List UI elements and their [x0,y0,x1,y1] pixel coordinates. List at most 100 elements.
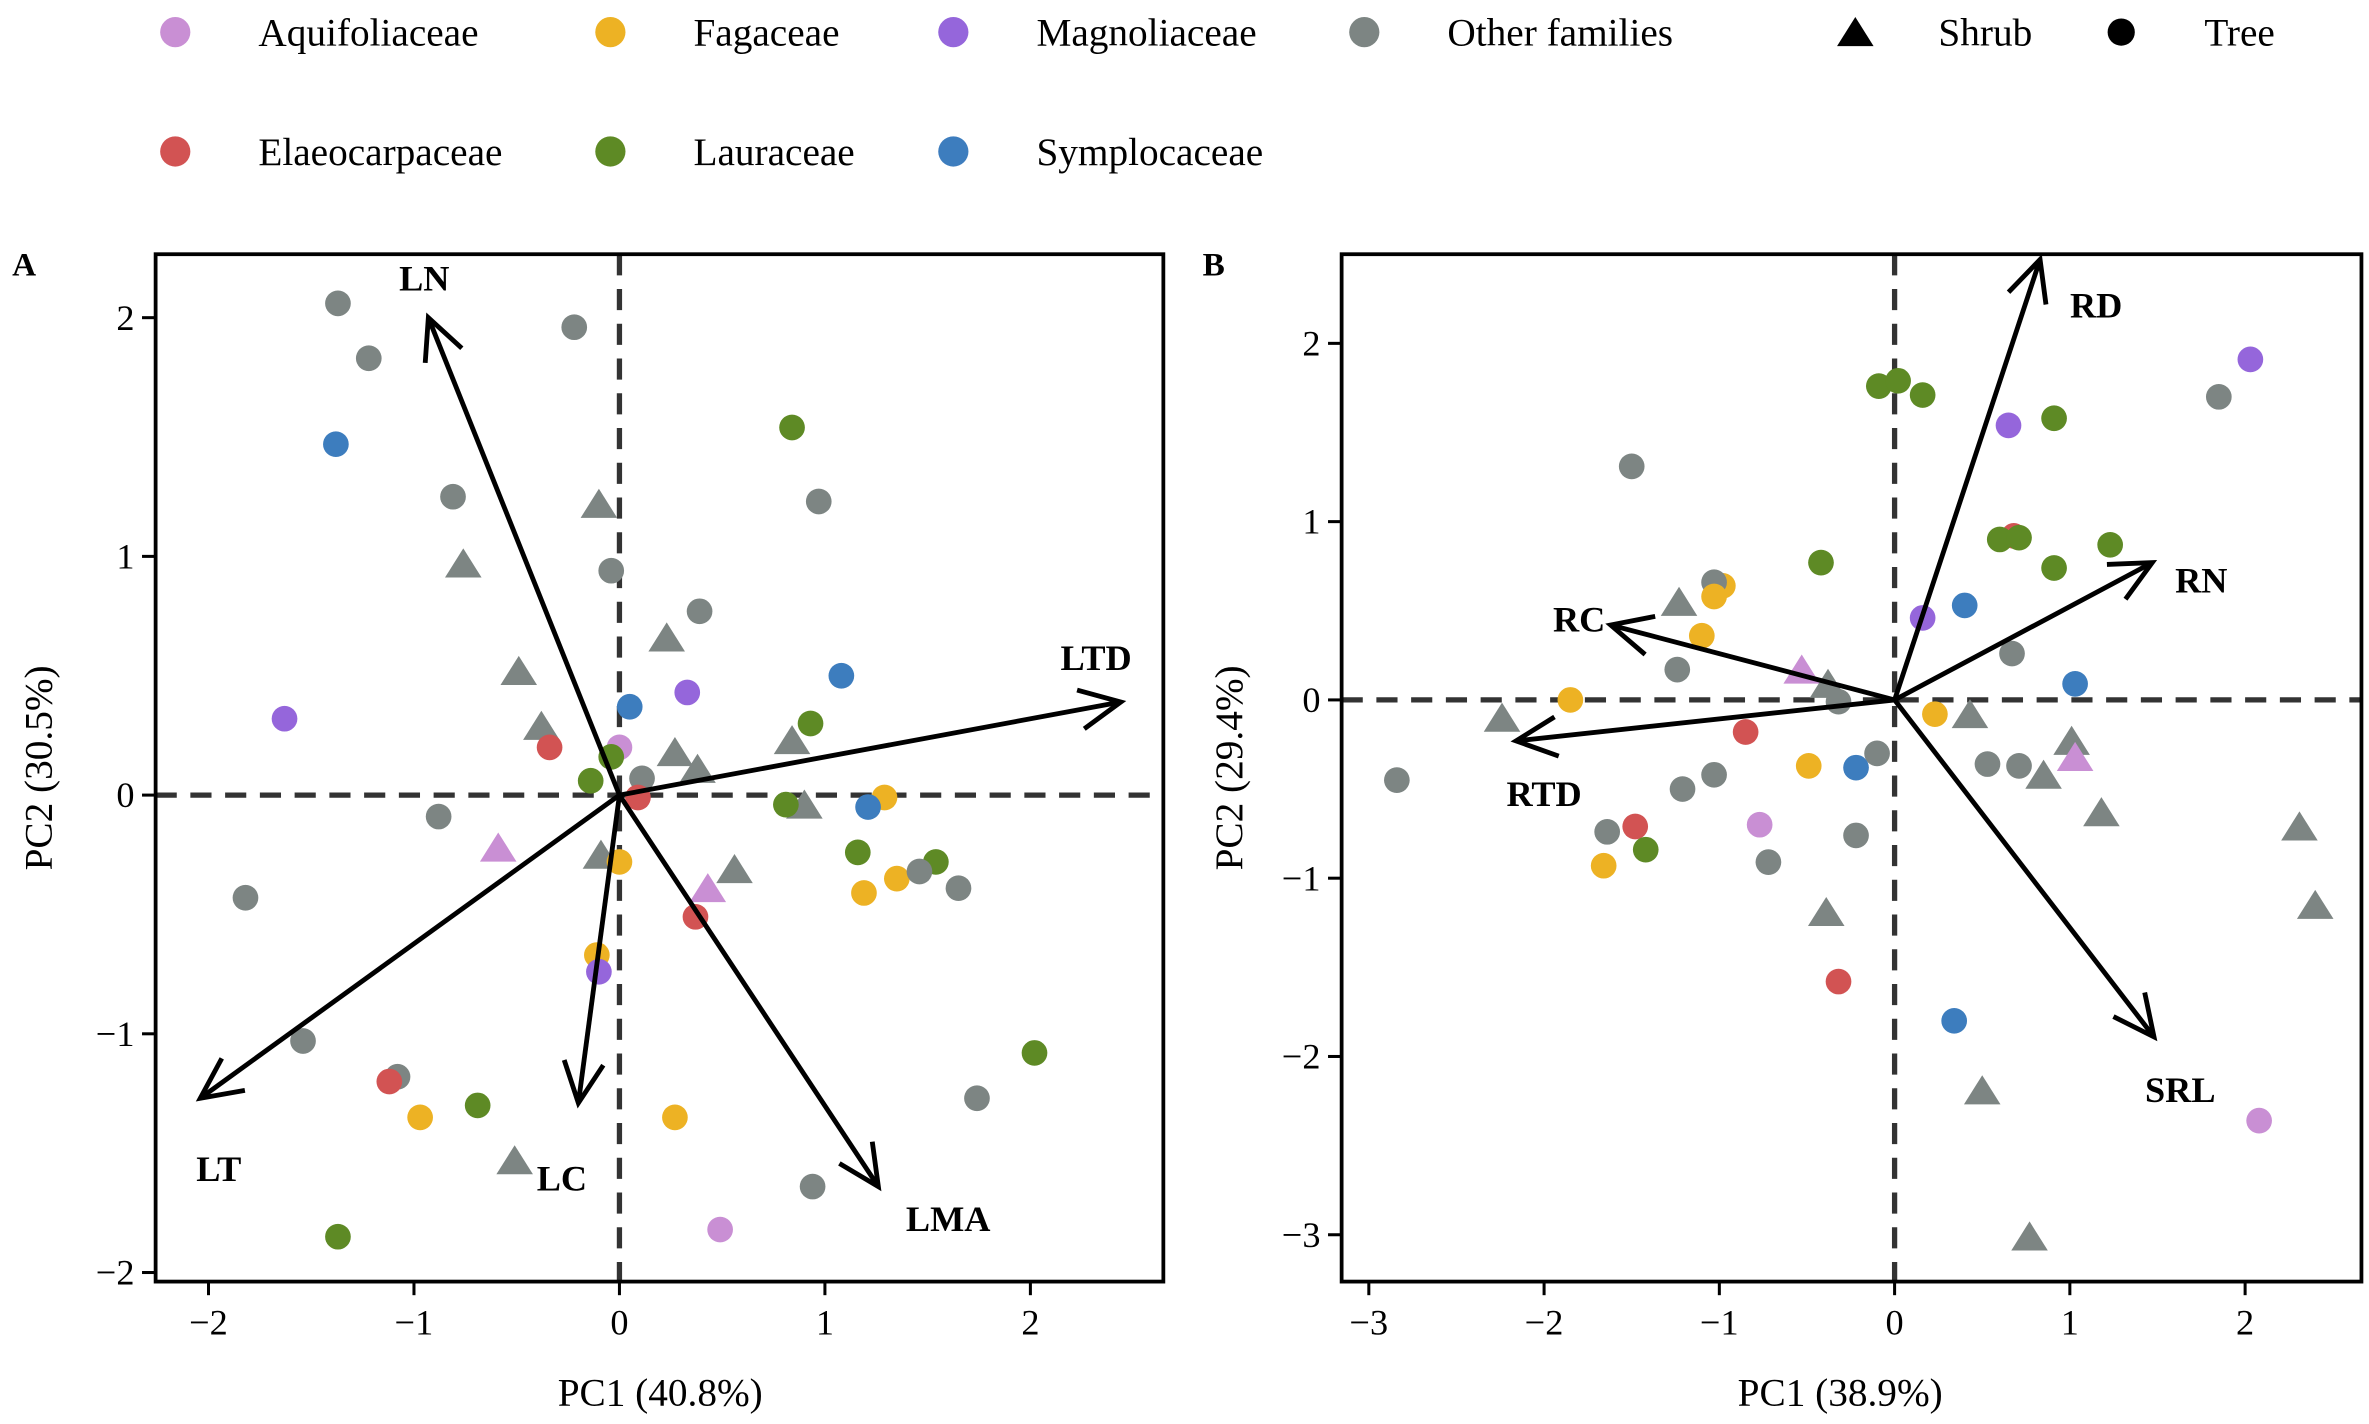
panel-b-point-shrub-ot [2011,1221,2048,1251]
panel-a-point-shrub-ot [648,622,685,652]
panel-b-arrow-label-rd: RD [2070,286,2122,326]
panel-b-y-tick-label: 0 [1302,680,1320,720]
panel-b-point-tree-la [1885,367,1911,394]
panel-a-point-tree-ot [325,290,351,317]
panel-b-point-tree-el [1825,968,1852,995]
panel-b-x-tick-label: 0 [1886,1302,1904,1342]
panel-b-loading-arrow-srl [1892,698,2156,1039]
panel-a-point-tree-sy [323,431,349,458]
panel-b-point-tree-la [1986,526,2013,553]
legend: Aquifoliaceae Fagaceae Magnoliaceae Other f… [160,12,2275,174]
panel-b-point-shrub-ot [1483,702,1521,732]
panel-a-loading-arrow-lc [575,794,622,1104]
panel-a-point-tree-ot [805,488,832,515]
panel-b-point-tree-sy [2062,671,2088,697]
legend-label-fa: Fagaceae [693,12,839,55]
panel-b-point-tree-ot [1843,822,1869,849]
panel-a-point-tree-la [325,1223,351,1250]
legend-marker-tree [2107,18,2135,46]
y-axis-label-a: PC2 (30.5%) [17,665,60,870]
panel-b-x-tick-label: −3 [1350,1302,1389,1342]
panel-b-point-shrub-ot [2053,725,2090,755]
panel-a-point-tree-la [797,710,824,737]
panel-b-x-tick-label: 1 [2061,1302,2079,1342]
panel-a-point-shrub-ot [445,548,482,578]
panel-b-point-tree-fa [1590,852,1617,879]
panel-b-point-tree-la [2006,524,2032,551]
panel-a-point-tree-sy [855,794,881,820]
panel-a-loading-arrow-lt [198,793,621,1101]
panel-b-plot: RD RN RC RTD SRL −3 −2 −1 0 1 2 −3 −2 −1 0 1 2 [1282,252,2364,1342]
panel-b-point-tree-el [1732,719,1759,745]
panel-a-point-tree-ot [290,1028,316,1054]
panel-a-point-tree-ot [355,345,382,372]
panel-b-point-shrub-ot [1963,1075,2001,1105]
panel-a-point-tree-la [779,414,805,441]
panel-b-point-tree-la [1808,549,1834,576]
panel-b-point-tree-aq [1746,811,1773,838]
legend-marker-sy [938,136,969,167]
y-axis-label-b: PC2 (29.4%) [1208,665,1251,870]
panel-b-arrowhead-rtd [1510,714,1560,759]
panel-b-point-shrub-ot [1807,896,1845,927]
panel-b-loading-arrow-rc [1610,622,1896,703]
panel-b-point-tree-ot [1618,453,1645,480]
legend-label-aq: Aquifoliaceae [258,12,478,55]
panel-a-point-tree-sy [828,662,855,689]
panel-a-point-shrub-ot [656,737,694,767]
panel-b-point-shrub-ot [2025,759,2062,789]
panel-b-point-tree-ot [1974,751,2001,777]
panel-a-point-tree-ot [629,765,655,792]
panel-b-y-tick-label: −2 [1282,1037,1321,1077]
panel-b-arrow-label-srl: SRL [2145,1070,2216,1110]
panel-b-point-tree-ot [2006,753,2032,779]
panel-b-point-tree-sy [1843,754,1869,781]
legend-marker-ma [938,17,969,48]
panel-a-x-tick-label: 2 [1021,1302,1039,1342]
legend-marker-el [160,136,191,167]
panel-a-y-tick-label: −1 [96,1014,135,1054]
panel-b-point-shrub-ot [2296,889,2334,919]
panel-a-y-tick-label: −2 [96,1253,135,1293]
panel-b-point-shrub-ot [1660,586,1698,616]
panel-b-point-tree-fa [1795,753,1822,779]
panel-a-arrowhead-lc [561,1059,606,1109]
legend-label-tree: Tree [2204,12,2275,55]
panel-a-point-shrub-ot [496,1145,533,1175]
legend-label-la: Lauraceae [693,131,854,174]
legend-label-ot: Other families [1447,12,1673,55]
panel-a-loading-arrow-lma [617,793,881,1188]
x-axis-label-b: PC1 (38.9%) [1738,1371,1943,1414]
panel-a-arrow-label-lc: LC [537,1159,587,1199]
panel-b-arrow-label-rc: RC [1553,600,1605,640]
panel-a-point-shrub-ot [716,853,753,884]
panel-a-point-tree-fa [407,1104,433,1131]
panel-b-point-tree-el [1622,813,1649,840]
panel-b-point-tree-fa [1922,701,1948,728]
legend-marker-shrub [1837,17,1874,47]
panel-a-point-tree-fa [851,880,877,906]
panel-a-point-tree-ot [440,483,466,510]
panel-b-point-tree-ot [1664,656,1691,683]
panel-b-point-tree-ot [1755,849,1782,875]
panel-b-y-tick-label: −1 [1282,858,1321,898]
panel-b-point-tree-fa [1557,687,1584,713]
panel-a-frame [153,252,1166,1284]
panel-a-point-shrub-ot [773,725,811,755]
panel-a-y-tick-label: 0 [116,775,134,815]
panel-a-loading-arrow-ltd [619,699,1122,798]
panel-b-frame [1339,252,2364,1284]
panel-a-point-shrub-ot [500,655,538,685]
panel-a-point-tree-ma [586,958,612,985]
panel-b-x-tick-label: −2 [1525,1302,1564,1342]
panel-b-point-tree-la [1909,382,1936,408]
panel-a-point-tree-ot [906,858,933,885]
panel-b-point-tree-la [2041,405,2067,432]
panel-a-x-tick-label: −2 [189,1302,228,1342]
panel-a-point-tree-la [464,1092,491,1119]
panel-a-x-tick-label: 1 [816,1302,834,1342]
legend-label-el: Elaeocarpaceae [258,131,502,174]
panel-a-point-tree-fa [883,865,910,892]
panel-a-point-shrub-ot [679,753,716,783]
